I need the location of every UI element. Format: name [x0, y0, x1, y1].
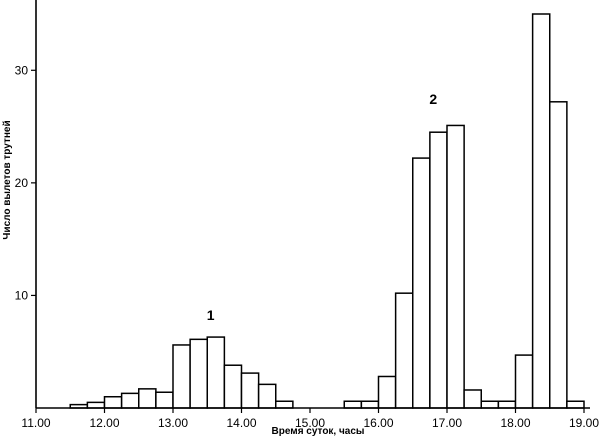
- bar-23: [514, 354, 534, 409]
- bar-1: [86, 401, 106, 409]
- bar-20: [463, 389, 482, 409]
- x-tick-label-1: 12.00: [89, 416, 119, 430]
- bar-25: [549, 101, 568, 409]
- x-tick-label-7: 18.00: [500, 416, 530, 430]
- bar-22: [497, 400, 517, 409]
- x-axis-title: Время суток, часы: [272, 426, 365, 437]
- annotation-1: 2: [429, 91, 437, 107]
- bar-17: [412, 157, 431, 409]
- bar-24: [531, 13, 551, 409]
- bar-10: [240, 372, 260, 409]
- bar-8: [206, 336, 226, 409]
- ticks-layer: 11.00 12.00 13.00 14.00 15.00 16.00 17.00 18.00…: [15, 63, 600, 430]
- bar-6: [172, 344, 191, 409]
- x-tick-label-0: 11.00: [21, 416, 50, 430]
- bar-3: [120, 392, 140, 409]
- x-tick-label-3: 14.00: [226, 416, 256, 430]
- bar-9: [223, 364, 243, 409]
- bar-16: [394, 292, 414, 409]
- bar-5: [155, 391, 174, 409]
- y-tick-label-0: 10: [15, 288, 29, 302]
- y-axis-title: Число вылетов трутней: [2, 120, 13, 239]
- x-tick-label-4: 15.00: [295, 416, 325, 430]
- bar-15: [377, 375, 397, 409]
- x-tick-label-8: 19.00: [569, 416, 599, 430]
- bar-2: [103, 395, 123, 409]
- x-tick-label-6: 17.00: [432, 416, 462, 430]
- x-tick-label-5: 16.00: [363, 416, 393, 430]
- bar-14: [360, 400, 380, 409]
- annotation-0: 1: [207, 307, 215, 323]
- y-tick-label-2: 30: [15, 63, 29, 77]
- bar-4: [138, 388, 157, 409]
- bar-11: [257, 383, 277, 409]
- bar-7: [189, 338, 208, 409]
- bar-19: [446, 124, 465, 409]
- y-tick-label-1: 20: [15, 176, 29, 190]
- bar-18: [429, 131, 448, 409]
- bar-26: [566, 400, 585, 409]
- bar-21: [480, 400, 500, 409]
- bars-layer: [69, 13, 585, 409]
- bar-12: [275, 400, 294, 409]
- bar-13: [343, 400, 363, 409]
- annotations-layer: 12: [207, 91, 438, 323]
- x-tick-label-2: 13.00: [158, 416, 188, 430]
